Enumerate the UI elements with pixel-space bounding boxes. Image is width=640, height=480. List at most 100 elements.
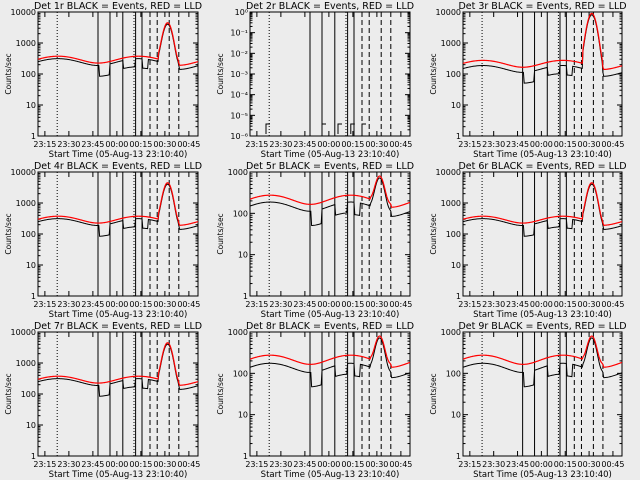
- y-tick-label: 10⁻³: [230, 70, 248, 79]
- panel-det-7: Det 7r BLACK = Events, RED = LLD 1 10 100 10…: [4, 321, 202, 480]
- y-tick-label: 100: [21, 390, 36, 399]
- x-tick-label: 23:15: [245, 300, 268, 309]
- y-tick-label: 1000: [16, 199, 36, 208]
- x-tick-label: 00:00: [317, 140, 340, 149]
- y-axis-label: Counts/sec: [4, 213, 13, 254]
- x-tick-label: 00:45: [601, 300, 624, 309]
- y-axis-label: Counts/sec: [4, 53, 13, 94]
- panel-title: Det 3r BLACK = Events, RED = LLD: [458, 1, 626, 12]
- y-tick-label: 10⁻¹: [230, 29, 248, 38]
- y-tick-label: 10: [26, 421, 36, 430]
- x-tick-label: 00:00: [317, 300, 340, 309]
- y-tick-label: 10: [26, 101, 36, 110]
- x-tick-label: 00:15: [129, 300, 152, 309]
- x-axis-label: Start Time (05-Aug-13 23:10:40): [49, 150, 188, 160]
- y-tick-label: 1: [31, 452, 36, 461]
- x-tick-label: 23:30: [269, 300, 292, 309]
- panel-det-9: Det 9r BLACK = Events, RED = LLD 1 10 100 10…: [429, 321, 627, 480]
- x-tick-label: 23:45: [293, 140, 316, 149]
- plot-frame: [462, 171, 623, 297]
- x-tick-label: 23:30: [269, 460, 292, 469]
- x-axis-label: Start Time (05-Aug-13 23:10:40): [473, 470, 612, 480]
- x-tick-label: 23:30: [482, 140, 505, 149]
- x-tick-label: 23:45: [293, 300, 316, 309]
- x-tick-label: 00:30: [153, 140, 176, 149]
- x-tick-label: 00:45: [389, 140, 412, 149]
- x-tick-label: 00:00: [105, 300, 128, 309]
- y-tick-label: 10: [238, 251, 248, 260]
- panel-title: Det 5r BLACK = Events, RED = LLD: [246, 161, 414, 172]
- x-tick-label: 00:15: [341, 140, 364, 149]
- y-tick-label: 1000: [16, 39, 36, 48]
- x-tick-label: 00:45: [177, 300, 200, 309]
- x-tick-label: 00:15: [554, 460, 577, 469]
- x-tick-label: 23:15: [458, 460, 481, 469]
- panel-title: Det 9r BLACK = Events, RED = LLD: [458, 321, 626, 332]
- x-tick-label: 23:45: [293, 460, 316, 469]
- y-tick-label: 100: [233, 369, 248, 378]
- plot-frame: [37, 11, 199, 137]
- x-tick-label: 00:45: [601, 140, 624, 149]
- series-lld-line: [249, 335, 411, 368]
- y-tick-label: 100: [446, 70, 461, 79]
- x-tick-label: 00:45: [177, 460, 200, 469]
- panel-det-4: Det 4r BLACK = Events, RED = LLD 1 10 100 10…: [4, 161, 202, 320]
- x-tick-label: 00:45: [389, 460, 412, 469]
- series-lld-line: [37, 182, 199, 226]
- series-events-mark: [265, 123, 270, 134]
- x-axis-label: Start Time (05-Aug-13 23:10:40): [261, 310, 400, 320]
- x-tick-label: 23:15: [33, 300, 56, 309]
- y-tick-label: 1: [31, 132, 36, 141]
- x-axis-label: Start Time (05-Aug-13 23:10:40): [49, 470, 188, 480]
- y-axis-label: Counts/sec: [4, 373, 13, 414]
- y-axis-label: Counts/sec: [216, 53, 225, 94]
- x-tick-label: 23:30: [57, 460, 80, 469]
- series-events-mark: [350, 123, 355, 134]
- x-tick-label: 00:00: [317, 460, 340, 469]
- y-tick-label: 10⁻²: [230, 49, 248, 58]
- y-tick-label: 10: [451, 261, 461, 270]
- x-tick-label: 23:15: [245, 140, 268, 149]
- x-tick-label: 00:00: [105, 460, 128, 469]
- series-events-mark: [337, 123, 342, 134]
- series-lld-line: [249, 175, 411, 208]
- series-events-line: [37, 23, 199, 77]
- series-lld-line: [462, 182, 623, 226]
- x-tick-label: 23:15: [33, 140, 56, 149]
- panel-title: Det 2r BLACK = Events, RED = LLD: [246, 1, 414, 12]
- series-events-mark: [361, 123, 366, 134]
- y-tick-label: 10: [238, 411, 248, 420]
- y-axis-label: Counts/sec: [429, 373, 438, 414]
- x-tick-label: 23:45: [81, 300, 104, 309]
- x-tick-label: 00:15: [341, 460, 364, 469]
- series-events-line: [37, 183, 199, 237]
- y-axis-label: Counts/sec: [429, 53, 438, 94]
- y-tick-label: 10000: [436, 8, 461, 17]
- y-axis-label: Counts/sec: [429, 213, 438, 254]
- series-lld-line: [462, 335, 623, 368]
- x-tick-label: 23:30: [57, 300, 80, 309]
- x-axis-label: Start Time (05-Aug-13 23:10:40): [49, 310, 188, 320]
- y-tick-label: 100: [233, 209, 248, 218]
- x-tick-label: 00:15: [554, 300, 577, 309]
- y-tick-label: 10: [451, 411, 461, 420]
- y-tick-label: 10⁻⁶: [230, 132, 248, 141]
- y-tick-label: 1000: [441, 39, 461, 48]
- x-tick-label: 00:30: [153, 460, 176, 469]
- y-tick-label: 10⁰: [235, 8, 248, 17]
- panel-det-8: Det 8r BLACK = Events, RED = LLD 1 10 100 10…: [216, 321, 414, 480]
- x-tick-label: 23:15: [458, 140, 481, 149]
- panel-title: Det 7r BLACK = Events, RED = LLD: [34, 321, 202, 332]
- x-tick-label: 23:15: [33, 460, 56, 469]
- y-tick-label: 10000: [11, 328, 36, 337]
- series-events-line: [462, 14, 623, 84]
- x-tick-label: 00:45: [601, 460, 624, 469]
- y-tick-label: 100: [21, 70, 36, 79]
- plot-frame: [37, 171, 199, 297]
- x-tick-label: 00:45: [177, 140, 200, 149]
- plot-frame: [249, 171, 411, 297]
- panel-det-6: Det 6r BLACK = Events, RED = LLD 1 10 100 10…: [429, 161, 627, 320]
- panel-det-2: Det 2r BLACK = Events, RED = LLD 10⁻⁶ 10⁻⁵…: [216, 1, 414, 160]
- x-tick-label: 00:30: [365, 460, 388, 469]
